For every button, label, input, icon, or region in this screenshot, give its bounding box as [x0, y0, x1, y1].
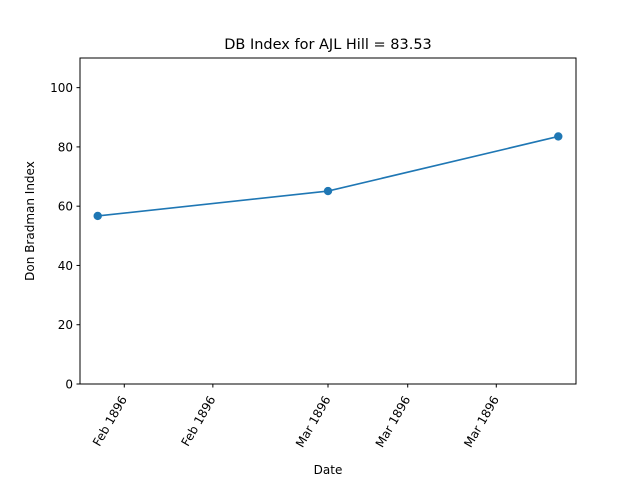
chart-title: DB Index for AJL Hill = 83.53 — [224, 37, 432, 53]
y-tick-label: 20 — [58, 318, 73, 332]
series-layer — [93, 132, 563, 221]
y-tick-label: 0 — [65, 378, 73, 392]
y-tick-label: 100 — [50, 81, 73, 95]
y-tick-label: 60 — [58, 200, 73, 214]
data-point — [323, 186, 333, 196]
data-point — [554, 132, 563, 141]
y-axis-label: Don Bradman Index — [23, 161, 37, 281]
y-tick-label: 40 — [58, 259, 73, 273]
x-axis-label: Date — [314, 463, 343, 477]
data-point — [93, 211, 102, 221]
plot-frame — [79, 57, 577, 385]
y-tick-label: 80 — [58, 140, 73, 154]
